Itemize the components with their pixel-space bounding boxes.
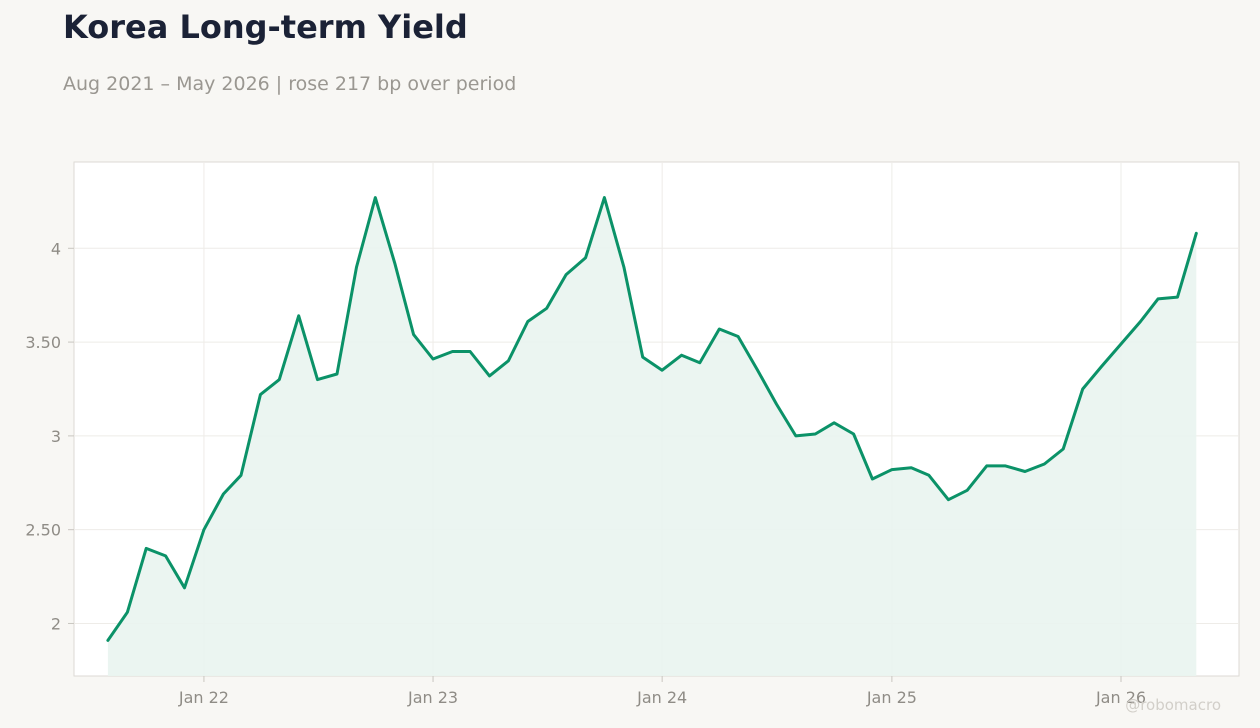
- yield-area-fill: [107, 197, 1197, 676]
- watermark: @robomacro: [1125, 696, 1221, 714]
- x-tick-label: Jan 22: [178, 688, 229, 707]
- x-tick-label: Jan 26: [1095, 688, 1146, 707]
- x-axis-ticks: Jan 22 Jan 23 Jan 24 Jan 25 Jan 26: [178, 676, 1146, 707]
- y-tick-label: 3: [51, 427, 61, 446]
- chart-title: Korea Long-term Yield: [63, 8, 468, 46]
- yield-line: [106, 196, 1198, 642]
- y-tick-label: 2.50: [25, 521, 61, 540]
- y-axis-ticks: 2 2.50 3 3.50 4: [25, 239, 74, 633]
- y-tick-label: 3.50: [25, 333, 61, 352]
- y-tick-label: 4: [51, 239, 61, 258]
- x-tick-label: Jan 24: [636, 688, 687, 707]
- x-tick-label: Jan 25: [866, 688, 917, 707]
- y-tick-label: 2: [51, 614, 61, 633]
- data-points: [107, 197, 1197, 641]
- chart-subtitle: Aug 2021 – May 2026 | rose 217 bp over p…: [63, 73, 517, 95]
- x-tick-label: Jan 23: [407, 688, 458, 707]
